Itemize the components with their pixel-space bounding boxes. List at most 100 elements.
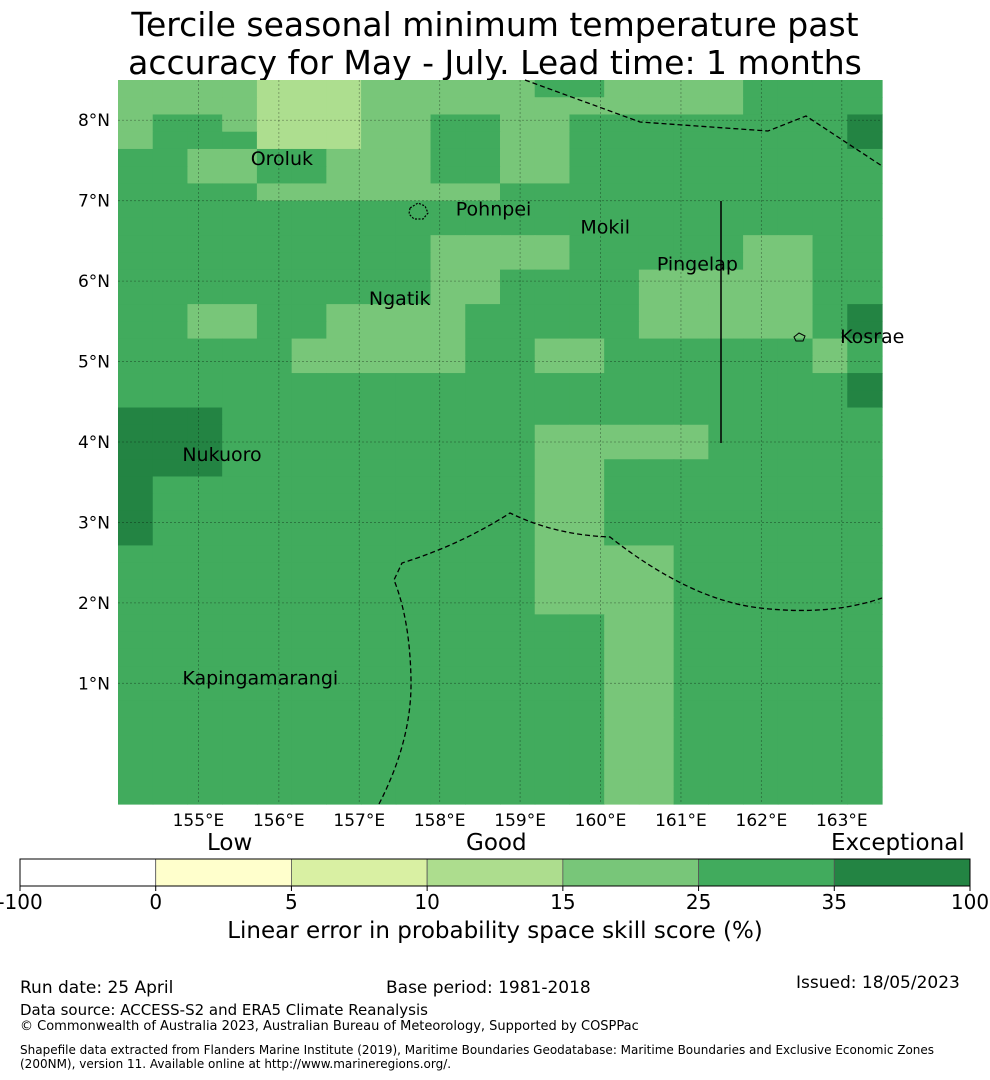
skill-cell <box>430 355 466 374</box>
skill-cell <box>812 528 848 547</box>
skill-cell <box>291 459 327 478</box>
skill-cell <box>326 424 362 443</box>
skill-cell <box>708 321 744 340</box>
skill-cell <box>222 183 258 202</box>
skill-cell <box>152 631 189 650</box>
skill-cell <box>256 373 293 391</box>
skill-cell <box>534 338 571 357</box>
skill-cell <box>638 648 675 667</box>
skill-cell <box>500 528 536 547</box>
skill-cell <box>361 614 397 633</box>
skill-cell <box>847 114 883 133</box>
skill-cell <box>430 631 466 650</box>
skill-cell <box>118 442 154 460</box>
skill-cell <box>847 597 883 615</box>
skill-cell <box>812 597 848 615</box>
base-period: Base period: 1981-2018 <box>386 978 591 998</box>
skill-cell <box>534 407 571 426</box>
skill-cell <box>430 769 466 788</box>
skill-cell <box>291 355 327 374</box>
skill-cell <box>187 510 223 529</box>
skill-cell <box>708 786 744 805</box>
skill-cell <box>430 269 466 288</box>
skill-cell <box>291 373 327 391</box>
skill-cell <box>534 166 571 185</box>
skill-cell <box>152 304 189 322</box>
skill-cell <box>569 183 605 202</box>
skill-cell <box>256 217 293 236</box>
skill-cell <box>118 200 154 219</box>
skill-cell <box>708 407 744 426</box>
skill-cell <box>847 510 883 529</box>
skill-cell <box>638 97 675 116</box>
skill-cell <box>326 545 362 564</box>
skill-cell <box>222 407 258 426</box>
skill-cell <box>361 648 397 667</box>
skill-cell <box>604 510 640 529</box>
skill-cell <box>708 355 744 374</box>
skill-cell <box>291 80 327 98</box>
skill-cell <box>847 97 883 116</box>
skill-cell <box>569 114 605 133</box>
data-source: Data source: ACCESS-S2 and ERA5 Climate … <box>20 1001 428 1019</box>
skill-cell <box>465 614 501 633</box>
skill-cell <box>256 183 293 202</box>
skill-cell <box>708 648 744 667</box>
skill-cell <box>256 235 293 253</box>
skill-cell <box>569 476 605 495</box>
skill-cell <box>152 476 189 495</box>
skill-cell <box>604 304 640 322</box>
skill-cell <box>673 148 709 167</box>
skill-cell <box>708 114 744 133</box>
skill-cell <box>534 269 571 288</box>
skill-cell <box>708 252 744 271</box>
skill-cell <box>604 373 640 391</box>
skill-cell <box>326 631 362 650</box>
skill-cell <box>743 545 779 564</box>
skill-cell <box>395 752 432 771</box>
skill-cell <box>812 510 848 529</box>
skill-cell <box>708 373 744 391</box>
skill-cell <box>534 114 571 133</box>
skill-cell <box>152 114 189 133</box>
skill-cell <box>673 493 709 512</box>
skill-cell <box>430 476 466 495</box>
skill-cell <box>812 735 848 753</box>
skill-cell <box>847 269 883 288</box>
skill-cell <box>673 752 709 771</box>
skill-cell <box>256 407 293 426</box>
skill-cell <box>673 666 709 684</box>
skill-cell <box>256 390 293 409</box>
skill-cell <box>291 390 327 409</box>
skill-cell <box>326 700 362 719</box>
skill-cell <box>743 683 779 702</box>
skill-cell <box>326 200 362 219</box>
skill-cell <box>291 631 327 650</box>
skill-cell <box>569 373 605 391</box>
skill-cell <box>534 235 571 253</box>
skill-cell <box>118 338 154 357</box>
skill-cell <box>430 510 466 529</box>
skill-cell <box>256 510 293 529</box>
skill-cell <box>673 735 709 753</box>
skill-cell <box>222 286 258 305</box>
skill-cell <box>465 545 501 564</box>
title-line-2: accuracy for May - July. Lead time: 1 mo… <box>128 43 862 82</box>
skill-cell <box>812 131 848 150</box>
skill-cell <box>291 528 327 547</box>
skill-cell <box>534 614 571 633</box>
skill-cell <box>395 476 432 495</box>
skill-cell <box>569 217 605 236</box>
skill-cell <box>395 304 432 322</box>
skill-cell <box>187 235 223 253</box>
skill-cell <box>500 80 536 98</box>
skill-cell <box>812 424 848 443</box>
skill-cell <box>222 562 258 581</box>
skill-cell <box>673 200 709 219</box>
skill-cell <box>500 597 536 615</box>
skill-cell <box>777 476 814 495</box>
skill-cell <box>847 131 883 150</box>
lon-tick-label: 160°E <box>575 811 627 831</box>
skill-cell <box>534 735 571 753</box>
skill-cell <box>187 476 223 495</box>
